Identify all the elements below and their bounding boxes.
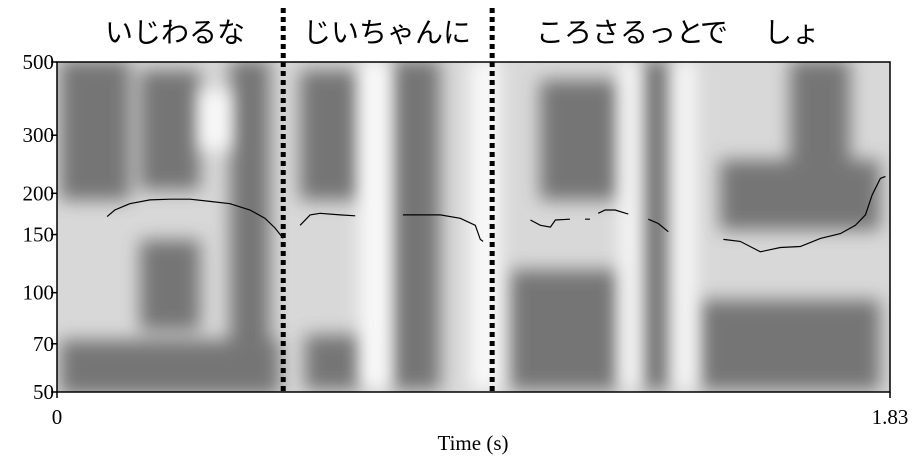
word: で: [700, 16, 728, 49]
spectrogram: [57, 60, 890, 395]
x-tick-label: 1.83: [872, 405, 909, 429]
y-tick-label: 50: [33, 380, 54, 404]
y-tick-label: 200: [23, 181, 55, 205]
word: いじわるな: [105, 16, 245, 49]
word: しょ: [764, 16, 820, 49]
y-tick-label: 300: [23, 123, 55, 147]
x-axis-label: Time (s): [438, 431, 509, 455]
y-tick-label: 150: [23, 223, 55, 247]
y-tick-label: 100: [23, 281, 55, 305]
x-tick-label: 0: [52, 405, 63, 429]
word: ころさるっと: [536, 16, 704, 49]
word: じいちゃんに: [303, 16, 471, 49]
y-tick-label: 70: [33, 332, 54, 356]
y-tick-label: 500: [23, 50, 55, 74]
chart: いじわるな じいちゃんに ころさるっと で しょ Time (s) 50 70 10…: [0, 0, 915, 461]
